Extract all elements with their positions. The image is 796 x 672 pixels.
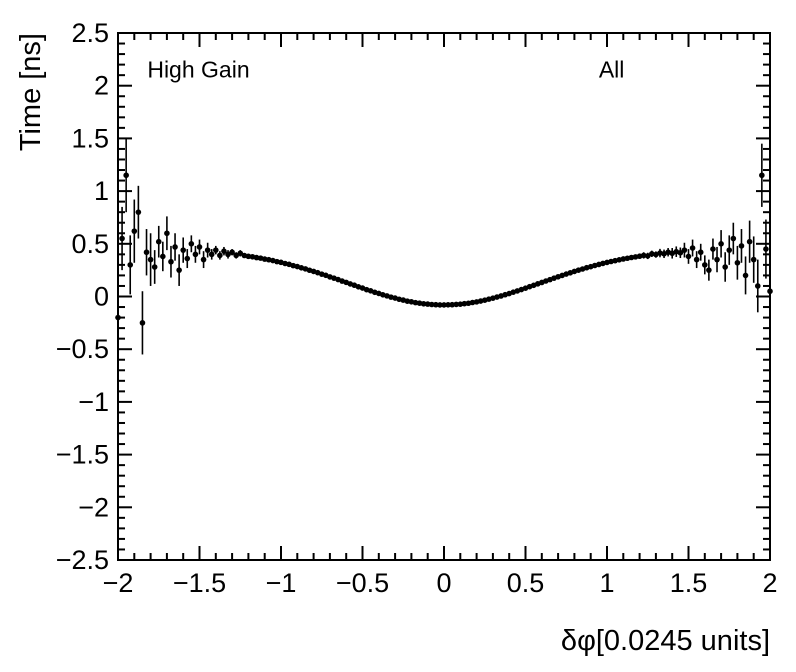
data-point-marker [155, 238, 162, 245]
x-tick-label: −1.5 [173, 568, 226, 598]
data-point-marker [119, 235, 125, 242]
data-point-marker [767, 288, 773, 295]
data-point-marker [123, 172, 129, 179]
data-point-marker [453, 301, 460, 308]
data-point-marker [213, 247, 219, 253]
data-point-marker [115, 314, 121, 321]
data-point-marker [677, 249, 684, 256]
data-point-marker [420, 300, 427, 307]
x-tick-label: 2 [762, 568, 777, 598]
data-point-marker [722, 264, 728, 270]
x-tick-label: −1 [266, 568, 297, 598]
data-point-marker [176, 267, 182, 273]
data-point-marker [229, 249, 235, 256]
data-point-marker [424, 301, 431, 307]
data-point-marker [217, 252, 223, 259]
y-tick-label: 0 [94, 282, 109, 312]
data-point-marker [245, 253, 252, 260]
data-point-marker [746, 238, 753, 245]
data-point-marker [221, 248, 227, 254]
data-point-marker [763, 246, 769, 252]
data-point-marker [449, 301, 455, 308]
data-point-marker [412, 299, 419, 306]
data-point-marker [718, 241, 724, 247]
x-tick-label: 1.5 [670, 568, 708, 598]
data-point-marker [180, 247, 186, 253]
data-point-marker [428, 301, 435, 308]
data-point-marker [759, 172, 765, 179]
data-point-marker [172, 244, 178, 250]
data-point-marker [151, 264, 158, 270]
data-point-marker [734, 259, 741, 266]
data-point-marker [726, 247, 733, 253]
data-point-marker [433, 301, 439, 308]
data-point-marker [461, 300, 468, 307]
data-point-marker [693, 256, 700, 263]
data-point-marker [196, 244, 203, 250]
annotation-text: All [599, 56, 625, 82]
y-tick-label: −1 [78, 387, 109, 417]
y-tick-label: 1 [94, 176, 109, 206]
data-point-marker [681, 247, 688, 253]
data-point-marker [457, 301, 464, 307]
data-point-marker [188, 241, 195, 247]
data-point-marker [754, 283, 761, 289]
data-point-marker [131, 228, 138, 234]
data-point-marker [200, 256, 207, 263]
data-point-marker [441, 302, 447, 308]
data-point-marker [139, 320, 146, 326]
y-tick-label: −2.5 [56, 545, 109, 575]
data-point-marker [208, 251, 215, 258]
y-tick-label: 2.5 [71, 18, 109, 48]
y-tick-label: 2 [94, 71, 109, 101]
data-point-marker [164, 230, 170, 237]
data-point-marker [253, 254, 260, 261]
y-tick-label: −0.5 [56, 334, 109, 364]
data-point-marker [738, 243, 745, 249]
y-tick-label: 0.5 [71, 229, 109, 259]
data-point-marker [204, 247, 211, 253]
data-point-marker [160, 253, 166, 260]
plot-frame [117, 32, 771, 561]
data-point-marker [640, 252, 647, 259]
data-point-marker [135, 209, 142, 215]
data-point-marker [750, 256, 757, 263]
x-tick-label: 1 [599, 568, 614, 598]
data-point-marker [143, 249, 150, 256]
data-point-marker [714, 256, 720, 263]
x-tick-label: 0 [436, 568, 451, 598]
data-point-marker [685, 253, 692, 260]
data-point-marker [710, 246, 716, 252]
annotation-text: High Gain [147, 56, 249, 82]
data-point-marker [730, 235, 737, 242]
y-tick-label: 1.5 [71, 123, 109, 153]
data-point-marker [184, 255, 191, 262]
data-point-marker [445, 302, 451, 308]
y-tick-label: −1.5 [56, 440, 109, 470]
x-axis-title: δφ[0.0245 units] [561, 625, 770, 657]
data-point-marker [697, 249, 704, 256]
data-point-marker [742, 272, 749, 279]
data-point-marker [168, 258, 174, 265]
data-point-marker [706, 267, 712, 273]
y-tick-label: −2 [78, 492, 109, 522]
data-point-marker [702, 262, 708, 268]
x-tick-label: 0.5 [507, 568, 545, 598]
data-point-marker [147, 256, 154, 263]
data-point-marker [689, 245, 696, 251]
data-point-marker [437, 302, 443, 308]
y-axis-title: Time [ns] [15, 33, 47, 151]
x-tick-label: −2 [103, 568, 134, 598]
x-tick-label: −0.5 [336, 568, 389, 598]
data-point-marker [127, 262, 134, 268]
data-point-marker [192, 251, 199, 258]
